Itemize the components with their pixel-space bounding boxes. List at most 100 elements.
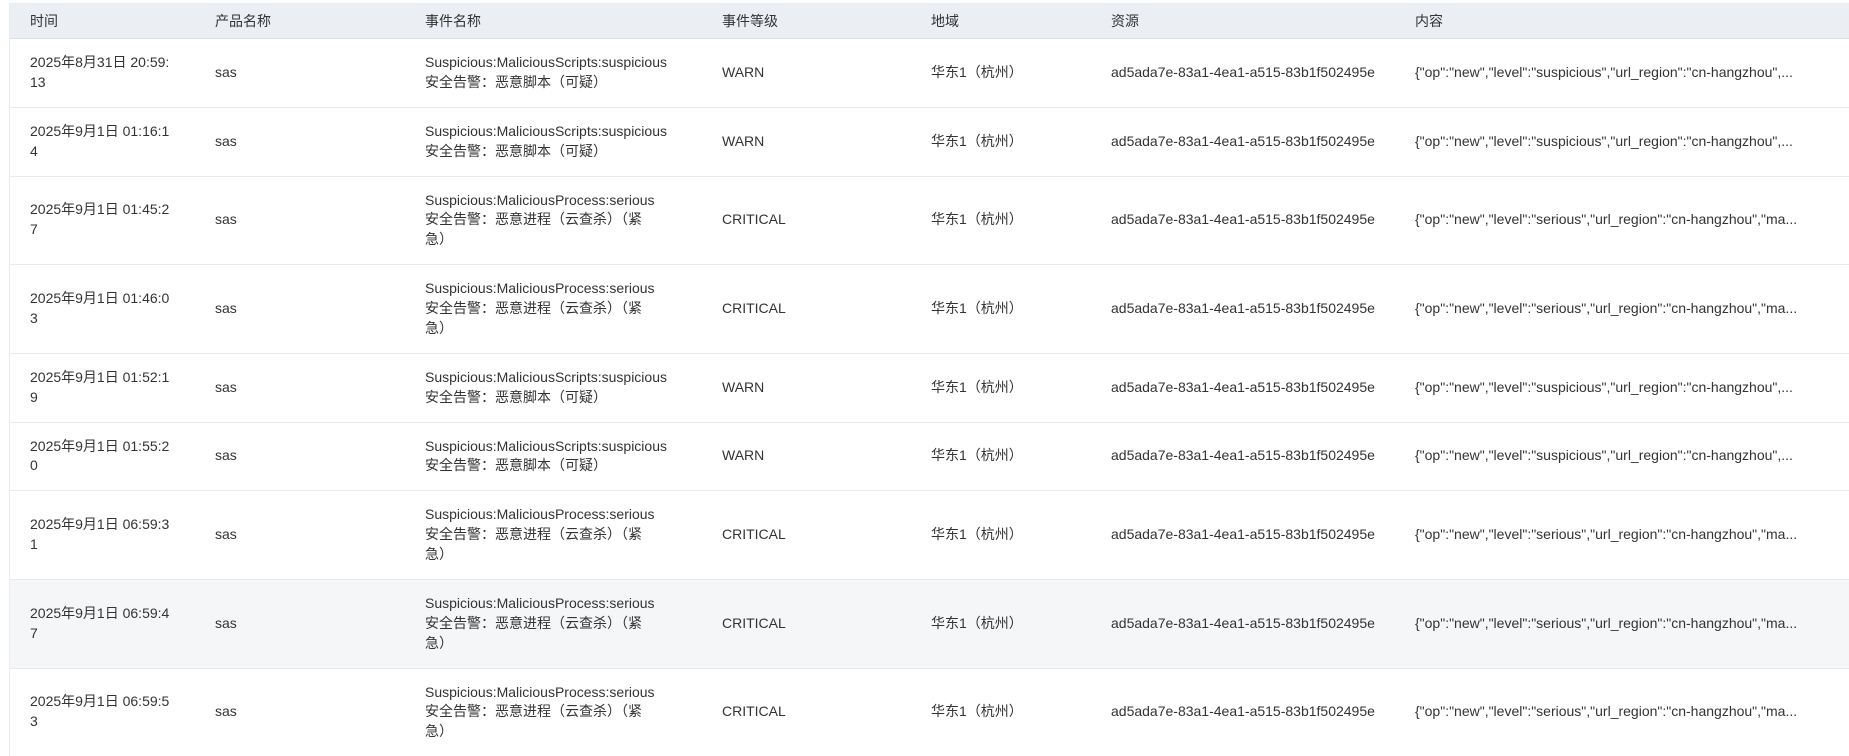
event-id: Suspicious:MaliciousScripts:suspicious <box>425 122 667 139</box>
event-time: 2025年9月1日 01:45:27 <box>30 201 170 238</box>
table-row[interactable]: 2025年9月1日 06:59:31 sas Suspicious:Malici… <box>10 491 1849 580</box>
cell-region: 华东1（杭州） <box>911 669 1091 756</box>
table-row[interactable]: 2025年9月1日 01:45:27 sas Suspicious:Malici… <box>10 176 1849 266</box>
product-name: sas <box>215 378 237 395</box>
product-name: sas <box>215 211 237 228</box>
header-cell-event[interactable]: 事件名称 <box>425 12 481 29</box>
event-content-json: {"op":"new","level":"serious","url_regio… <box>1415 526 1798 543</box>
header-cell-product[interactable]: 产品名称 <box>215 12 271 29</box>
cell-resource: ad5ada7e-83a1-4ea1-a515-83b1f502495e <box>1091 423 1395 491</box>
cell-time: 2025年9月1日 01:52:19 <box>10 354 195 422</box>
events-table: 时间 产品名称 事件名称 事件等级 地域 资源 内容 2025年8月31日 20… <box>9 3 1849 756</box>
event-level: CRITICAL <box>722 211 786 228</box>
region-name: 华东1（杭州） <box>931 447 1023 464</box>
event-content-json: {"op":"new","level":"serious","url_regio… <box>1415 614 1798 631</box>
event-description: 安全告警：恶意脚本（可疑） <box>425 142 607 159</box>
table-row[interactable]: 2025年8月31日 20:59:13 sas Suspicious:Malic… <box>10 39 1849 108</box>
resource-id: ad5ada7e-83a1-4ea1-a515-83b1f502495e <box>1111 526 1375 543</box>
event-content-json: {"op":"new","level":"suspicious","url_re… <box>1415 132 1793 149</box>
cell-level: CRITICAL <box>702 177 911 265</box>
table-header-row: 时间 产品名称 事件名称 事件等级 地域 资源 内容 <box>10 3 1849 39</box>
table-row[interactable]: 2025年9月1日 01:55:20 sas Suspicious:Malici… <box>10 422 1849 492</box>
cell-content: {"op":"new","level":"suspicious","url_re… <box>1395 39 1849 107</box>
product-name: sas <box>215 614 237 631</box>
event-time: 2025年8月31日 20:59:13 <box>30 54 170 90</box>
product-name: sas <box>215 526 237 543</box>
cell-time: 2025年9月1日 06:59:53 <box>10 669 195 756</box>
cell-region: 华东1（杭州） <box>911 354 1091 422</box>
header-cell-time[interactable]: 时间 <box>30 12 58 29</box>
cell-event: Suspicious:MaliciousScripts:suspicious 安… <box>405 108 702 176</box>
cell-time: 2025年8月31日 20:59:13 <box>10 39 195 107</box>
cell-content: {"op":"new","level":"serious","url_regio… <box>1395 580 1849 668</box>
product-name: sas <box>215 63 237 80</box>
event-content-json: {"op":"new","level":"serious","url_regio… <box>1415 703 1798 720</box>
cell-product: sas <box>195 265 405 353</box>
cell-product: sas <box>195 177 405 265</box>
cell-product: sas <box>195 108 405 176</box>
cell-region: 华东1（杭州） <box>911 39 1091 107</box>
cell-event: Suspicious:MaliciousProcess:serious 安全告警… <box>405 491 702 579</box>
table-row[interactable]: 2025年9月1日 06:59:47 sas Suspicious:Malici… <box>10 579 1849 669</box>
resource-id: ad5ada7e-83a1-4ea1-a515-83b1f502495e <box>1111 132 1375 149</box>
product-name: sas <box>215 447 237 464</box>
event-content-json: {"op":"new","level":"suspicious","url_re… <box>1415 63 1793 80</box>
table-row[interactable]: 2025年9月1日 06:59:53 sas Suspicious:Malici… <box>10 668 1849 756</box>
cell-level: WARN <box>702 354 911 422</box>
header-cell-level[interactable]: 事件等级 <box>722 12 778 29</box>
event-level: WARN <box>722 378 765 395</box>
region-name: 华东1（杭州） <box>931 614 1023 631</box>
cell-level: WARN <box>702 108 911 176</box>
cell-event: Suspicious:MaliciousScripts:suspicious 安… <box>405 354 702 422</box>
event-content-json: {"op":"new","level":"suspicious","url_re… <box>1415 447 1793 464</box>
cell-product: sas <box>195 354 405 422</box>
event-level: CRITICAL <box>722 614 786 631</box>
table-row[interactable]: 2025年9月1日 01:46:03 sas Suspicious:Malici… <box>10 265 1849 354</box>
cell-time: 2025年9月1日 06:59:47 <box>10 580 195 668</box>
cell-event: Suspicious:MaliciousProcess:serious 安全告警… <box>405 177 702 265</box>
event-level: WARN <box>722 447 765 464</box>
cell-event: Suspicious:MaliciousProcess:serious 安全告警… <box>405 669 702 756</box>
cell-content: {"op":"new","level":"serious","url_regio… <box>1395 669 1849 756</box>
event-id: Suspicious:MaliciousProcess:serious <box>425 683 655 700</box>
event-level: CRITICAL <box>722 703 786 720</box>
table-row[interactable]: 2025年9月1日 01:16:14 sas Suspicious:Malici… <box>10 107 1849 177</box>
event-description: 安全告警：恶意进程（云查杀）（紧急） <box>425 211 642 248</box>
cell-time: 2025年9月1日 06:59:31 <box>10 491 195 579</box>
cell-region: 华东1（杭州） <box>911 580 1091 668</box>
cell-level: CRITICAL <box>702 265 911 353</box>
cell-resource: ad5ada7e-83a1-4ea1-a515-83b1f502495e <box>1091 177 1395 265</box>
cell-region: 华东1（杭州） <box>911 177 1091 265</box>
region-name: 华东1（杭州） <box>931 378 1023 395</box>
product-name: sas <box>215 300 237 316</box>
event-description: 安全告警：恶意进程（云查杀）（紧急） <box>425 300 642 336</box>
event-level: WARN <box>722 132 765 149</box>
cell-resource: ad5ada7e-83a1-4ea1-a515-83b1f502495e <box>1091 354 1395 422</box>
event-level: CRITICAL <box>722 300 786 316</box>
cell-level: WARN <box>702 423 911 491</box>
region-name: 华东1（杭州） <box>931 132 1023 149</box>
event-description: 安全告警：恶意脚本（可疑） <box>425 457 607 474</box>
event-id: Suspicious:MaliciousProcess:serious <box>425 506 655 523</box>
cell-product: sas <box>195 580 405 668</box>
event-id: Suspicious:MaliciousProcess:serious <box>425 191 655 208</box>
table-row[interactable]: 2025年9月1日 01:52:19 sas Suspicious:Malici… <box>10 353 1849 423</box>
cell-time: 2025年9月1日 01:55:20 <box>10 423 195 491</box>
header-cell-resource[interactable]: 资源 <box>1111 12 1139 29</box>
event-level: WARN <box>722 63 765 80</box>
cell-resource: ad5ada7e-83a1-4ea1-a515-83b1f502495e <box>1091 265 1395 353</box>
header-cell-content[interactable]: 内容 <box>1415 12 1443 29</box>
cell-content: {"op":"new","level":"suspicious","url_re… <box>1395 354 1849 422</box>
cell-level: WARN <box>702 39 911 107</box>
event-description: 安全告警：恶意脚本（可疑） <box>425 73 607 90</box>
resource-id: ad5ada7e-83a1-4ea1-a515-83b1f502495e <box>1111 300 1375 316</box>
event-content-json: {"op":"new","level":"serious","url_regio… <box>1415 211 1798 228</box>
cell-region: 华东1（杭州） <box>911 265 1091 353</box>
region-name: 华东1（杭州） <box>931 300 1023 316</box>
cell-product: sas <box>195 669 405 756</box>
header-cell-region[interactable]: 地域 <box>931 12 959 29</box>
cell-level: CRITICAL <box>702 669 911 756</box>
cell-product: sas <box>195 39 405 107</box>
resource-id: ad5ada7e-83a1-4ea1-a515-83b1f502495e <box>1111 378 1375 395</box>
cell-region: 华东1（杭州） <box>911 491 1091 579</box>
